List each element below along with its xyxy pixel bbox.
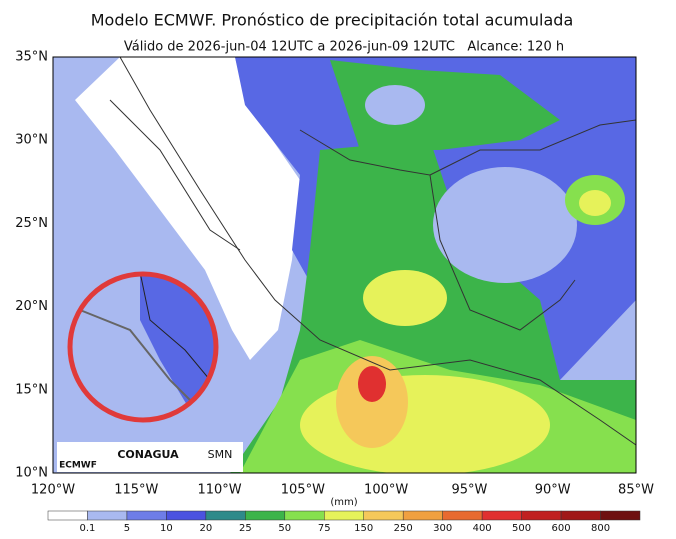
colorbar-segment (47, 510, 88, 521)
colorbar-segment (324, 510, 364, 521)
lat-label: 30°N (15, 133, 48, 148)
colorbar-label: 5 (124, 523, 130, 534)
inset-zoom (67, 271, 219, 423)
colorbar-segment (402, 510, 443, 521)
map: ECMWF CONAGUA SMN (52, 56, 637, 474)
colorbar-label: 500 (512, 523, 531, 534)
colorbar-label: 20 (199, 523, 212, 534)
logo-smn: SMN (208, 448, 233, 461)
colorbar-segment (481, 510, 522, 521)
colorbar-label: 600 (552, 523, 571, 534)
colorbar-segment (521, 510, 562, 521)
colorbar-label: 0.1 (80, 523, 96, 534)
colorbar-segment (600, 510, 641, 521)
colorbar-label: 10 (160, 523, 173, 534)
lon-label: 90°W (535, 483, 571, 498)
colorbar-label: 50 (278, 523, 291, 534)
colorbar-segment (126, 510, 167, 521)
lon-label: 105°W (281, 483, 325, 498)
colorbar-segment (245, 510, 286, 521)
logo-conagua: CONAGUA (117, 448, 179, 461)
colorbar-segment (205, 510, 246, 521)
colorbar-segment (166, 510, 207, 521)
colorbar-segment (560, 510, 601, 521)
logo-ecmwf: ECMWF (59, 461, 97, 471)
lon-label: 85°W (618, 483, 654, 498)
colorbar-label: 25 (239, 523, 252, 534)
lon-label: 120°W (31, 483, 75, 498)
colorbar-segment (363, 510, 404, 521)
lat-label: 15°N (15, 382, 48, 397)
colorbar: 0.1 5 10 20 25 50 75 150 250 300 400 500 600 800 (47, 510, 641, 534)
colorbar-label: 250 (394, 523, 413, 534)
lon-label: 100°W (364, 483, 408, 498)
colorbar-label: 300 (433, 523, 452, 534)
lat-label: 10°N (15, 466, 48, 481)
colorbar-segment (284, 510, 325, 521)
lon-label: 110°W (197, 483, 241, 498)
colorbar-unit: (mm) (330, 497, 357, 508)
axis-labels: 35°N 30°N 25°N 20°N 15°N 10°N 120°W 115°W 110°W 1… (15, 50, 654, 498)
colorbar-segment (442, 510, 483, 521)
lat-label: 25°N (15, 216, 48, 231)
colorbar-label: 150 (354, 523, 373, 534)
logo-strip: ECMWF CONAGUA SMN (57, 442, 243, 472)
colorbar-label: 800 (591, 523, 610, 534)
title: Modelo ECMWF. Pronóstico de precipitació… (91, 11, 574, 30)
lon-label: 95°W (451, 483, 487, 498)
lat-label: 35°N (15, 50, 48, 65)
colorbar-label: 400 (473, 523, 492, 534)
subtitle: Válido de 2026-jun-04 12UTC a 2026-jun-0… (124, 40, 564, 55)
colorbar-segment (87, 510, 128, 521)
colorbar-label: 75 (318, 523, 331, 534)
lat-label: 20°N (15, 299, 48, 314)
lon-label: 115°W (114, 483, 158, 498)
